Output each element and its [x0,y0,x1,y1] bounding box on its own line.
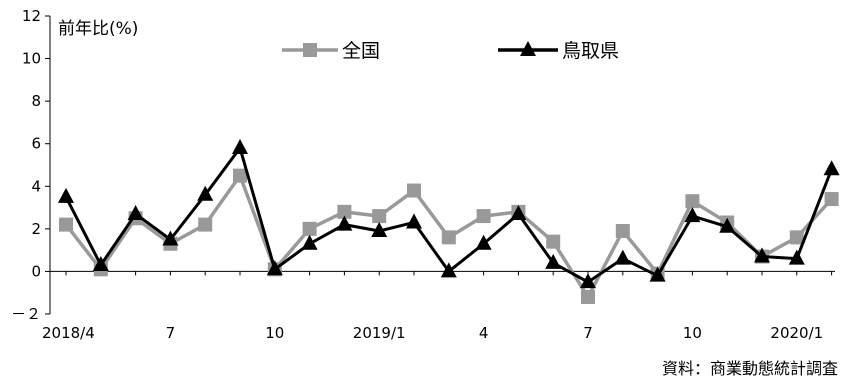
y-tick-label: －２ [11,305,41,323]
x-tick-label: 2018/4 [42,324,95,342]
data-point-square [302,221,317,236]
y-tick-label: 12 [22,7,41,25]
data-point-triangle [475,234,492,250]
y-unit-label: 前年比(%) [58,19,138,39]
data-point-triangle [510,204,527,220]
y-tick-label: 10 [22,50,41,68]
series-square [59,168,839,304]
data-point-square [615,223,630,238]
data-point-triangle [301,234,318,250]
data-point-square [372,209,387,224]
data-point-triangle [684,207,701,223]
data-point-triangle [58,187,74,203]
y-tick-label: 8 [31,92,41,110]
data-point-square [198,217,213,232]
data-point-triangle [614,249,631,265]
legend-label: 鳥取県 [562,40,619,62]
data-point-square [789,230,804,245]
data-point-square [476,209,491,224]
data-point-triangle [92,256,109,272]
x-tick-label: 4 [479,324,489,342]
y-tick-label: 6 [31,135,41,153]
data-point-square [337,204,352,219]
y-tick-label: 0 [31,262,41,280]
data-point-triangle [719,217,736,233]
x-tick-label: 2020/1 [770,324,823,342]
y-tick-label: 4 [31,177,41,195]
data-point-triangle [649,266,666,282]
data-point-square [407,183,421,198]
data-point-triangle [406,213,422,229]
data-point-square [546,234,561,249]
data-point-triangle [788,249,805,265]
data-point-triangle [823,160,840,176]
y-axis-ticks: －２ 0 2 4 6 8 10 12 [11,7,50,323]
data-point-triangle [520,41,536,56]
data-point-triangle [232,138,248,154]
x-tick-label: 10 [265,324,284,342]
legend-label: 全国 [342,40,380,62]
x-axis-ticks: 2018/4 7 10 2019/1 4 7 10 2020/1 [42,271,833,342]
axes [49,16,835,314]
data-point-square [233,168,247,183]
x-tick-label: 7 [583,324,593,342]
x-tick-label: 10 [683,324,702,342]
data-point-square [303,43,317,57]
data-point-triangle [545,253,562,269]
data-point-triangle [440,262,457,278]
data-point-triangle [266,260,283,276]
data-point-square [685,194,700,209]
x-tick-label: 7 [166,324,176,342]
data-point-square [581,289,595,304]
data-point-triangle [162,230,179,246]
data-point-triangle [371,221,388,237]
data-point-triangle [336,215,353,231]
data-point-triangle [197,185,214,201]
data-point-triangle [754,247,770,263]
data-point-square [441,230,456,245]
series-triangle [58,138,840,289]
series-group [58,138,840,304]
legend-item: 全国 [282,40,380,62]
data-point-square [59,217,73,232]
data-point-triangle [580,273,596,289]
source-note: 資料：商業動態統計調査 [662,359,838,378]
y-tick-label: 2 [31,220,41,238]
legend-item: 鳥取県 [498,40,619,62]
data-point-triangle [127,204,144,220]
x-tick-label: 2019/1 [353,324,406,342]
legend: 全国 鳥取県 [282,40,619,62]
data-point-square [824,192,839,207]
